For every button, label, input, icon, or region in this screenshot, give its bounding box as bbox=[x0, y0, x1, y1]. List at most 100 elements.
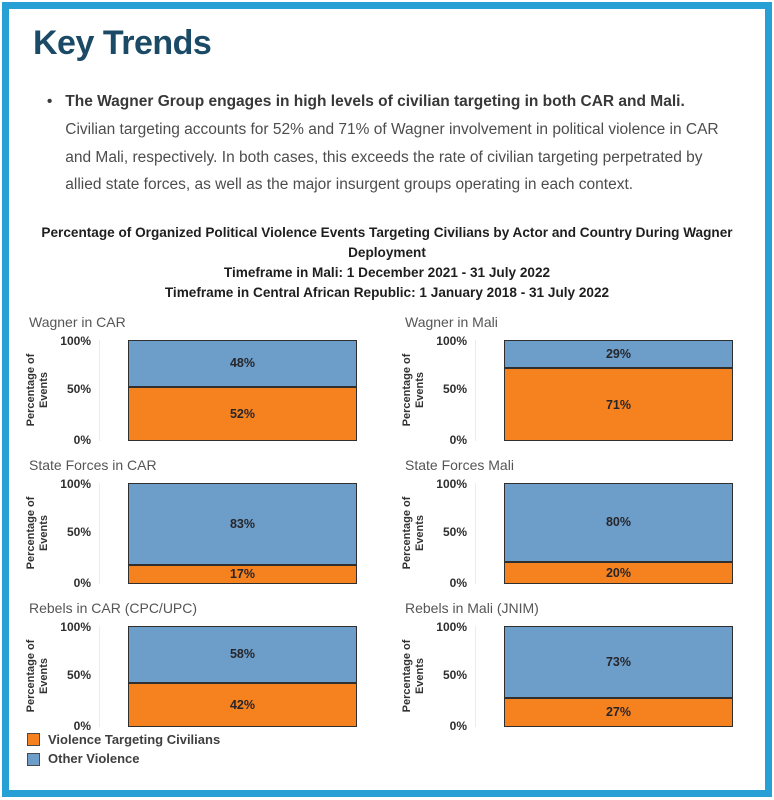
key-trends-bullet: • The Wagner Group engages in high level… bbox=[47, 88, 725, 198]
bar-value-label: 83% bbox=[229, 516, 256, 531]
bar-value-label: 17% bbox=[229, 567, 256, 582]
subchart-wagner-in-mali: Wagner in Mali Percentage of Events 100% 50%… bbox=[399, 313, 749, 447]
y-tick: 50% bbox=[442, 668, 467, 683]
y-tick: 100% bbox=[60, 476, 91, 491]
subchart-plot-area: Percentage of Events 100% 50% 0% 80% 20% bbox=[399, 477, 749, 590]
y-axis-ticks: 100% 50% 0% bbox=[53, 334, 99, 447]
subchart-state-forces-mali: State Forces Mali Percentage of Events 100%… bbox=[399, 456, 749, 590]
bullet-bold-sentence: The Wagner Group engages in high levels … bbox=[65, 93, 685, 111]
subchart-title: State Forces in CAR bbox=[29, 456, 157, 473]
legend-label-other-violence: Other Violence bbox=[48, 750, 140, 766]
bar-value-label: 80% bbox=[605, 515, 632, 530]
subchart-rebels-in-mali-jnim: Rebels in Mali (JNIM) Percentage of Events… bbox=[399, 599, 749, 733]
y-axis-ticks: 100% 50% 0% bbox=[53, 620, 99, 733]
y-tick: 0% bbox=[449, 575, 467, 590]
legend-item-other-violence: Other Violence bbox=[27, 751, 765, 767]
stacked-bar: 73% 27% bbox=[504, 625, 733, 727]
subchart-title: Rebels in CAR (CPC/UPC) bbox=[29, 599, 198, 616]
bar-value-label: 20% bbox=[605, 565, 632, 580]
bar-segment-other-violence: 58% bbox=[129, 626, 356, 685]
plot: 80% 20% bbox=[475, 482, 749, 584]
plot: 73% 27% bbox=[475, 625, 749, 727]
legend: Violence Targeting Civilians Other Viole… bbox=[27, 732, 765, 768]
y-tick: 0% bbox=[73, 718, 91, 733]
y-axis-label: Percentage of Events bbox=[23, 626, 53, 727]
subchart-title: State Forces Mali bbox=[405, 456, 514, 473]
y-axis-ticks: 100% 50% 0% bbox=[429, 477, 475, 590]
page-content: Key Trends • The Wagner Group engages in… bbox=[9, 24, 765, 768]
bar-segment-other-violence: 83% bbox=[129, 483, 356, 566]
bar-segment-other-violence: 73% bbox=[505, 626, 732, 699]
subchart-rebels-in-car-cpc-upc: Rebels in CAR (CPC/UPC) Percentage of Even… bbox=[23, 599, 373, 733]
y-axis-label-text: Percentage of Events bbox=[401, 496, 426, 570]
legend-item-violence-targeting-civilians: Violence Targeting Civilians bbox=[27, 732, 765, 748]
bar-value-label: 29% bbox=[605, 347, 632, 362]
bar-segment-violence-targeting-civilians: 42% bbox=[129, 684, 356, 726]
bar-value-label: 73% bbox=[605, 654, 632, 669]
y-axis-label: Percentage of Events bbox=[23, 340, 53, 441]
y-axis-label-text: Percentage of Events bbox=[25, 496, 50, 570]
y-tick: 100% bbox=[60, 333, 91, 348]
plot: 83% 17% bbox=[99, 482, 373, 584]
y-axis-label: Percentage of Events bbox=[23, 483, 53, 584]
y-tick: 100% bbox=[60, 619, 91, 634]
subchart-title: Wagner in Mali bbox=[405, 313, 498, 330]
y-tick: 100% bbox=[436, 333, 467, 348]
chart-main-title: Percentage of Organized Political Violen… bbox=[41, 224, 733, 260]
y-tick: 50% bbox=[66, 525, 91, 540]
y-axis-ticks: 100% 50% 0% bbox=[429, 620, 475, 733]
bar-value-label: 58% bbox=[229, 647, 256, 662]
y-axis-label-text: Percentage of Events bbox=[25, 639, 50, 713]
y-tick: 50% bbox=[442, 525, 467, 540]
page-title: Key Trends bbox=[33, 24, 212, 62]
y-tick: 0% bbox=[73, 432, 91, 447]
stacked-bar: 29% 71% bbox=[504, 339, 733, 441]
bullet-marker: • bbox=[47, 93, 53, 111]
chart-subtitle-mali-timeframe: Timeframe in Mali: 1 December 2021 - 31 … bbox=[223, 264, 551, 280]
bar-value-label: 42% bbox=[229, 697, 256, 712]
plot: 48% 52% bbox=[99, 339, 373, 441]
y-axis-label-text: Percentage of Events bbox=[401, 353, 426, 427]
legend-label-violence-targeting-civilians: Violence Targeting Civilians bbox=[48, 731, 221, 747]
subchart-title: Rebels in Mali (JNIM) bbox=[405, 599, 539, 616]
bar-segment-violence-targeting-civilians: 20% bbox=[505, 562, 732, 583]
bar-segment-other-violence: 29% bbox=[505, 340, 732, 370]
y-axis-label-text: Percentage of Events bbox=[401, 639, 426, 713]
subchart-state-forces-in-car: State Forces in CAR Percentage of Events 10… bbox=[23, 456, 373, 590]
y-axis-ticks: 100% 50% 0% bbox=[53, 477, 99, 590]
y-tick: 50% bbox=[442, 382, 467, 397]
bar-value-label: 71% bbox=[605, 397, 632, 412]
stacked-bar: 48% 52% bbox=[128, 339, 357, 441]
y-tick: 0% bbox=[449, 432, 467, 447]
subchart-plot-area: Percentage of Events 100% 50% 0% 83% 17% bbox=[23, 477, 373, 590]
y-tick: 100% bbox=[436, 476, 467, 491]
y-tick: 0% bbox=[73, 575, 91, 590]
stacked-bar: 83% 17% bbox=[128, 482, 357, 584]
subchart-plot-area: Percentage of Events 100% 50% 0% 73% 27% bbox=[399, 620, 749, 733]
bar-value-label: 27% bbox=[605, 705, 632, 720]
y-axis-label: Percentage of Events bbox=[399, 626, 429, 727]
subchart-title: Wagner in CAR bbox=[29, 313, 126, 330]
bar-segment-other-violence: 48% bbox=[129, 340, 356, 389]
bar-segment-violence-targeting-civilians: 52% bbox=[129, 388, 356, 440]
bar-segment-other-violence: 80% bbox=[505, 483, 732, 563]
charts-grid: Wagner in CAR Percentage of Events 100% 50% 0… bbox=[23, 313, 749, 733]
y-tick: 50% bbox=[66, 382, 91, 397]
y-axis-label-text: Percentage of Events bbox=[25, 353, 50, 427]
y-tick: 100% bbox=[436, 619, 467, 634]
y-axis-label: Percentage of Events bbox=[399, 340, 429, 441]
bar-segment-violence-targeting-civilians: 17% bbox=[129, 565, 356, 583]
legend-swatch-orange bbox=[27, 733, 40, 747]
bar-value-label: 52% bbox=[229, 406, 256, 421]
subchart-plot-area: Percentage of Events 100% 50% 0% 58% 42% bbox=[23, 620, 373, 733]
subchart-plot-area: Percentage of Events 100% 50% 0% 48% 52% bbox=[23, 334, 373, 447]
stacked-bar: 80% 20% bbox=[504, 482, 733, 584]
chart-heading: Percentage of Organized Political Violen… bbox=[31, 223, 743, 303]
bullet-body-text: Civilian targeting accounts for 52% and … bbox=[65, 120, 719, 194]
subchart-plot-area: Percentage of Events 100% 50% 0% 29% 71% bbox=[399, 334, 749, 447]
legend-swatch-blue bbox=[27, 752, 40, 766]
stacked-bar: 58% 42% bbox=[128, 625, 357, 727]
plot: 29% 71% bbox=[475, 339, 749, 441]
y-tick: 0% bbox=[449, 718, 467, 733]
